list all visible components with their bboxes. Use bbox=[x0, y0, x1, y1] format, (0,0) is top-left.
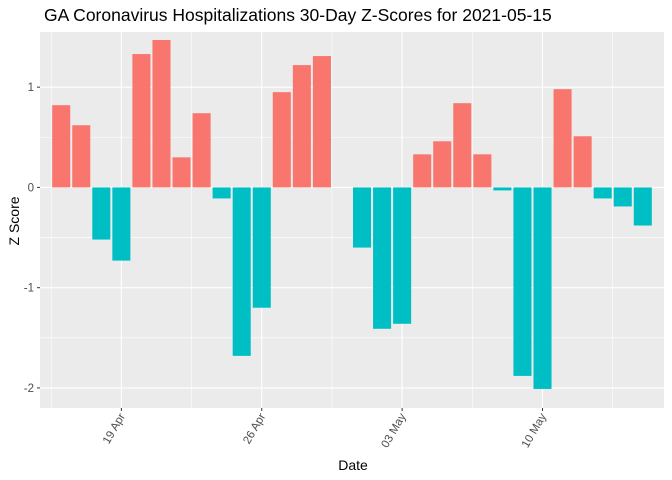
bar bbox=[513, 187, 532, 376]
bar bbox=[132, 54, 151, 188]
bar bbox=[272, 92, 291, 188]
bar bbox=[613, 187, 632, 207]
x-axis: 19 Apr 26 Apr 03 May 10 May bbox=[101, 408, 549, 450]
y-axis: -2 -1 0 1 bbox=[24, 82, 40, 395]
bar bbox=[292, 65, 311, 188]
bar bbox=[212, 187, 231, 199]
bar bbox=[393, 187, 412, 324]
bar bbox=[152, 40, 171, 188]
bar bbox=[52, 105, 71, 188]
bar bbox=[453, 103, 472, 188]
y-tick-label: -2 bbox=[24, 383, 34, 395]
y-axis-title: Z Score bbox=[6, 196, 22, 245]
bar bbox=[553, 89, 572, 188]
x-tick-label: 19 Apr bbox=[101, 411, 128, 446]
bar bbox=[92, 187, 111, 240]
bar bbox=[312, 56, 331, 188]
bar bbox=[373, 187, 392, 329]
bar bbox=[192, 113, 211, 188]
bar bbox=[433, 141, 452, 188]
bar bbox=[353, 187, 372, 248]
bar bbox=[72, 125, 91, 188]
bars bbox=[52, 40, 652, 389]
bar bbox=[232, 187, 251, 356]
bar bbox=[593, 187, 612, 199]
y-tick-label: 1 bbox=[28, 82, 34, 94]
bar bbox=[473, 154, 492, 188]
bar bbox=[112, 187, 131, 261]
bar bbox=[533, 187, 552, 389]
bar bbox=[252, 187, 271, 308]
bar bbox=[172, 157, 191, 188]
bar bbox=[413, 154, 432, 188]
bar bbox=[573, 136, 592, 188]
y-tick-label: 0 bbox=[28, 182, 34, 194]
x-tick-label: 10 May bbox=[520, 411, 549, 450]
chart-title: GA Coronavirus Hospitalizations 30-Day Z… bbox=[44, 5, 552, 25]
bar bbox=[633, 187, 652, 226]
y-tick-label: -1 bbox=[24, 283, 34, 295]
x-tick-label: 26 Apr bbox=[241, 411, 268, 446]
x-axis-title: Date bbox=[338, 457, 368, 473]
bar bbox=[493, 187, 512, 191]
x-tick-label: 03 May bbox=[379, 411, 408, 450]
